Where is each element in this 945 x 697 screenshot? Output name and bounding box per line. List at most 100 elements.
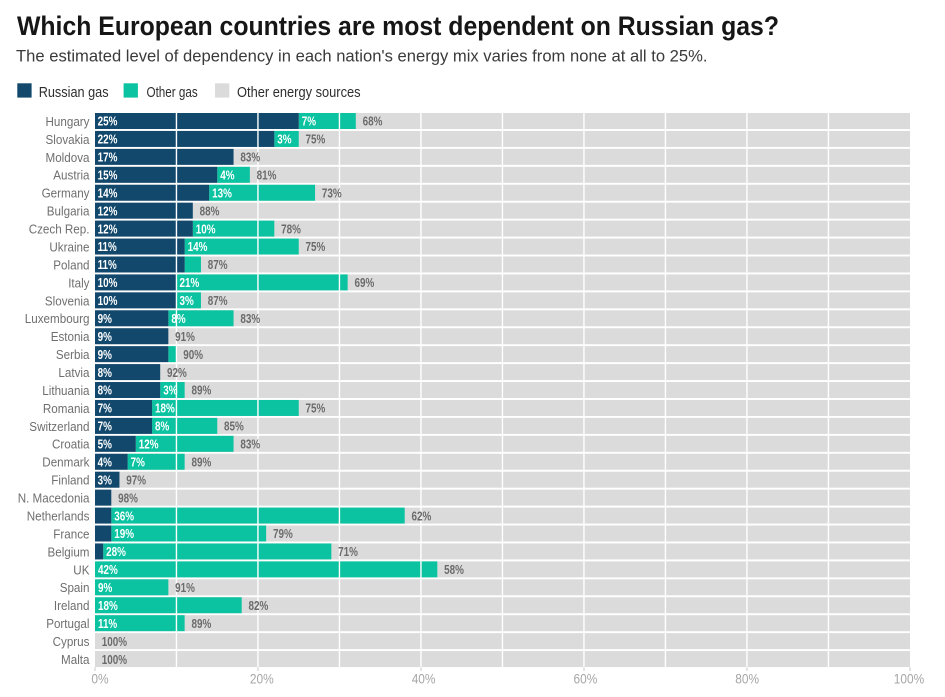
svg-text:97%: 97%: [126, 472, 146, 487]
svg-text:100%: 100%: [102, 652, 128, 667]
svg-text:Portugal: Portugal: [46, 616, 89, 631]
svg-text:Finland: Finland: [51, 473, 89, 488]
svg-text:4%: 4%: [98, 454, 113, 469]
svg-text:90%: 90%: [183, 347, 203, 362]
svg-text:100%: 100%: [102, 634, 128, 649]
svg-text:14%: 14%: [98, 185, 118, 200]
svg-text:0%: 0%: [91, 671, 108, 687]
svg-text:UK: UK: [73, 562, 89, 577]
svg-text:3%: 3%: [180, 293, 195, 308]
svg-text:Slovakia: Slovakia: [46, 132, 91, 147]
svg-text:19%: 19%: [114, 526, 134, 541]
svg-text:79%: 79%: [273, 526, 293, 541]
svg-text:40%: 40%: [412, 671, 436, 687]
svg-text:Croatia: Croatia: [52, 437, 90, 452]
svg-text:Romania: Romania: [43, 401, 90, 416]
svg-text:25%: 25%: [98, 114, 118, 129]
svg-text:Cyprus: Cyprus: [53, 634, 90, 649]
svg-text:12%: 12%: [98, 221, 118, 236]
svg-text:Latvia: Latvia: [58, 365, 90, 380]
svg-text:Which European countries are m: Which European countries are most depend…: [17, 11, 779, 41]
svg-text:8%: 8%: [171, 311, 186, 326]
svg-text:10%: 10%: [98, 275, 118, 290]
svg-text:Luxembourg: Luxembourg: [25, 311, 90, 326]
svg-text:Czech Rep.: Czech Rep.: [29, 222, 90, 237]
svg-text:3%: 3%: [98, 472, 113, 487]
svg-text:Malta: Malta: [61, 652, 90, 667]
svg-text:75%: 75%: [306, 132, 326, 147]
svg-text:60%: 60%: [574, 671, 598, 687]
svg-text:11%: 11%: [98, 616, 118, 631]
svg-text:75%: 75%: [306, 239, 326, 254]
svg-text:81%: 81%: [257, 168, 277, 183]
svg-text:87%: 87%: [208, 257, 228, 272]
svg-text:98%: 98%: [118, 490, 138, 505]
svg-text:Spain: Spain: [60, 580, 90, 595]
svg-text:11%: 11%: [98, 257, 118, 272]
svg-text:8%: 8%: [98, 383, 113, 398]
svg-text:20%: 20%: [250, 671, 274, 687]
svg-text:Serbia: Serbia: [56, 347, 90, 362]
svg-text:7%: 7%: [302, 114, 317, 129]
svg-text:58%: 58%: [444, 562, 464, 577]
svg-text:5%: 5%: [98, 437, 113, 452]
svg-text:Estonia: Estonia: [51, 329, 90, 344]
svg-text:87%: 87%: [208, 293, 228, 308]
svg-text:89%: 89%: [191, 454, 211, 469]
svg-text:Bulgaria: Bulgaria: [47, 204, 90, 219]
svg-text:3%: 3%: [163, 383, 178, 398]
svg-text:Slovenia: Slovenia: [45, 293, 90, 308]
svg-text:7%: 7%: [131, 454, 146, 469]
svg-text:83%: 83%: [240, 437, 260, 452]
svg-text:17%: 17%: [98, 150, 118, 165]
svg-text:The estimated level of depende: The estimated level of dependency in eac…: [16, 47, 708, 65]
svg-text:83%: 83%: [240, 150, 260, 165]
svg-text:73%: 73%: [322, 185, 342, 200]
svg-text:22%: 22%: [98, 132, 118, 147]
svg-text:Netherlands: Netherlands: [27, 508, 90, 523]
svg-text:69%: 69%: [354, 275, 374, 290]
svg-text:80%: 80%: [735, 671, 759, 687]
svg-text:France: France: [53, 526, 89, 541]
svg-text:68%: 68%: [363, 114, 383, 129]
svg-text:Ukraine: Ukraine: [49, 239, 89, 254]
svg-text:11%: 11%: [98, 239, 118, 254]
svg-text:91%: 91%: [175, 580, 195, 595]
svg-text:Germany: Germany: [42, 186, 90, 201]
svg-text:7%: 7%: [98, 401, 113, 416]
svg-text:75%: 75%: [306, 401, 326, 416]
svg-text:18%: 18%: [155, 401, 175, 416]
svg-text:18%: 18%: [98, 598, 118, 613]
svg-text:82%: 82%: [249, 598, 269, 613]
svg-text:Switzerland: Switzerland: [29, 419, 89, 434]
svg-text:7%: 7%: [98, 419, 113, 434]
svg-text:92%: 92%: [167, 365, 187, 380]
svg-text:85%: 85%: [224, 419, 244, 434]
svg-text:8%: 8%: [98, 365, 113, 380]
svg-text:36%: 36%: [114, 508, 134, 523]
svg-text:78%: 78%: [281, 221, 301, 236]
svg-text:Hungary: Hungary: [46, 114, 90, 129]
svg-text:83%: 83%: [240, 311, 260, 326]
svg-text:100%: 100%: [894, 671, 924, 687]
svg-text:10%: 10%: [196, 221, 216, 236]
svg-text:4%: 4%: [220, 168, 235, 183]
svg-text:Lithuania: Lithuania: [42, 383, 90, 398]
svg-text:Italy: Italy: [68, 275, 90, 290]
svg-text:Denmark: Denmark: [42, 455, 89, 470]
svg-text:Ireland: Ireland: [54, 598, 90, 613]
svg-text:89%: 89%: [191, 616, 211, 631]
svg-text:14%: 14%: [188, 239, 208, 254]
svg-text:28%: 28%: [106, 544, 126, 559]
svg-text:9%: 9%: [98, 329, 113, 344]
svg-text:42%: 42%: [98, 562, 118, 577]
svg-text:Belgium: Belgium: [48, 544, 90, 559]
svg-text:13%: 13%: [212, 185, 232, 200]
svg-text:8%: 8%: [155, 419, 170, 434]
svg-text:12%: 12%: [98, 203, 118, 218]
svg-text:Poland: Poland: [53, 257, 89, 272]
svg-text:15%: 15%: [98, 168, 118, 183]
svg-text:9%: 9%: [98, 347, 113, 362]
svg-text:10%: 10%: [98, 293, 118, 308]
svg-text:62%: 62%: [412, 508, 432, 523]
